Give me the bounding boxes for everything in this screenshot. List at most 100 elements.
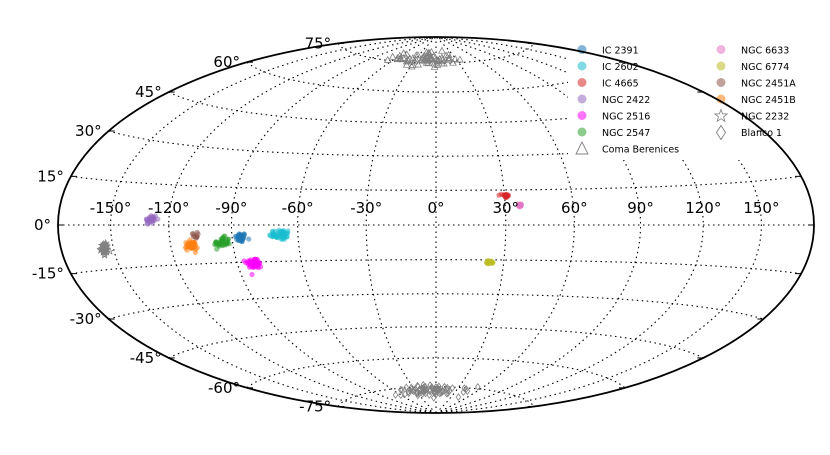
data-point	[422, 48, 431, 56]
data-point	[421, 384, 427, 393]
data-point	[408, 383, 414, 392]
data-point	[146, 216, 153, 222]
parallel-gridline	[108, 293, 764, 320]
data-point	[189, 231, 196, 237]
legend-marker	[575, 140, 589, 155]
data-point	[408, 60, 417, 68]
data-point	[225, 239, 231, 246]
data-point	[255, 259, 261, 265]
data-point	[398, 391, 404, 400]
legend-label: NGC 6633	[741, 46, 789, 57]
x-tick-label: 150°	[743, 199, 779, 217]
data-point	[402, 60, 411, 68]
meridian-gridline	[435, 36, 507, 414]
legend-label: NGC 2451B	[741, 95, 796, 106]
x-tick-label: -90°	[215, 199, 247, 217]
data-point	[214, 246, 220, 252]
series-ngc-2232	[96, 238, 115, 259]
x-tick-label: 90°	[627, 199, 654, 217]
data-point	[502, 193, 508, 199]
data-point	[464, 387, 471, 396]
data-point	[392, 391, 399, 399]
y-tick-label: -30°	[70, 310, 102, 328]
series-ic-2602	[267, 227, 291, 242]
parallel-gridline	[246, 357, 626, 389]
data-point	[427, 55, 435, 63]
data-point	[241, 258, 247, 264]
x-tick-label: 30°	[492, 199, 519, 217]
data-point	[426, 53, 435, 61]
data-point	[441, 382, 448, 391]
series-ngc-2547	[212, 233, 232, 252]
data-point	[236, 237, 242, 244]
legend-label: Blanco 1	[741, 128, 782, 139]
legend-label: Coma Berenices	[602, 145, 679, 156]
data-point	[430, 62, 439, 70]
data-point	[432, 55, 441, 63]
data-point	[188, 245, 195, 251]
data-point	[455, 393, 462, 401]
legend-label: NGC 2232	[741, 112, 789, 123]
data-point	[411, 55, 420, 63]
y-tick-label: -15°	[32, 265, 64, 283]
y-tick-label: -75°	[299, 398, 331, 416]
meridian-gridline	[435, 36, 575, 414]
series-ic-2391	[232, 231, 252, 245]
legend-label: NGC 2451A	[741, 79, 796, 90]
data-point	[432, 387, 438, 396]
y-tick-label: 45°	[135, 83, 162, 101]
x-tick-label: -120°	[148, 199, 190, 217]
legend-label: IC 2602	[602, 62, 639, 73]
data-point	[149, 220, 155, 226]
legend-marker	[577, 127, 587, 137]
data-point	[404, 56, 413, 64]
data-point	[438, 46, 446, 54]
data-point	[433, 60, 442, 68]
data-point	[403, 383, 409, 392]
data-point	[442, 51, 451, 59]
data-point	[184, 241, 190, 248]
legend-label: NGC 2422	[602, 95, 650, 106]
data-point	[189, 241, 196, 247]
data-point	[430, 393, 437, 402]
data-point	[399, 53, 408, 61]
y-tick-label: 60°	[213, 53, 240, 71]
data-point	[102, 247, 112, 256]
series-coma-berenices	[383, 46, 464, 70]
data-point	[405, 387, 412, 396]
legend-label: NGC 2547	[602, 128, 650, 139]
x-tick-label: -150°	[90, 199, 132, 217]
y-tick-label: 75°	[305, 34, 332, 52]
series-ic-4665	[496, 191, 512, 201]
data-point	[216, 241, 222, 247]
legend-marker	[716, 94, 726, 104]
data-point	[424, 385, 430, 394]
data-point	[484, 259, 491, 265]
data-point	[402, 390, 408, 399]
data-point	[102, 241, 111, 250]
data-point	[281, 236, 287, 242]
data-point	[249, 271, 255, 278]
legend-label: IC 2391	[602, 46, 639, 57]
data-point	[430, 51, 438, 59]
legend-label: NGC 2516	[602, 112, 650, 123]
data-point	[395, 51, 404, 59]
series-ngc-2451a	[189, 229, 201, 241]
data-point	[280, 227, 287, 234]
legend: IC 2391 IC 2602 IC 4665 NGC 2422 NGC 2516 NGC…	[57, 36, 816, 414]
data-point	[246, 264, 253, 270]
data-point	[475, 383, 481, 391]
points-layer	[96, 46, 525, 402]
y-tick-label: 30°	[75, 122, 102, 140]
data-point	[423, 53, 431, 61]
parallel-gridline	[337, 43, 535, 64]
x-tick-label: 120°	[685, 199, 721, 217]
legend-label: IC 4665	[602, 79, 639, 90]
meridian-gridline	[435, 36, 642, 414]
data-point	[424, 48, 433, 56]
series-ngc-2422	[143, 213, 161, 227]
tick-labels: -150° -120° -90° -60° -30° 0° 30° 60° 90° 120° 150…	[32, 34, 780, 415]
data-point	[516, 202, 522, 208]
x-tick-label: 60°	[561, 199, 588, 217]
